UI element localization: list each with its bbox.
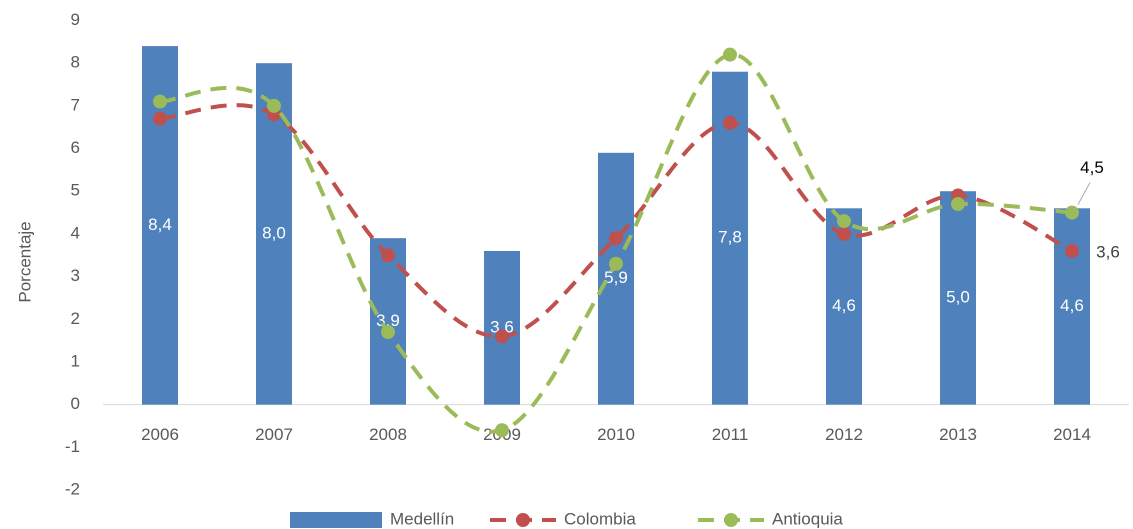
marker bbox=[495, 329, 509, 344]
bar bbox=[826, 208, 862, 405]
y-tick-label: -2 bbox=[65, 479, 80, 498]
y-tick-label: 0 bbox=[71, 394, 80, 413]
data-label: 3,6 bbox=[490, 317, 514, 336]
bar bbox=[484, 250, 520, 405]
marker bbox=[495, 423, 509, 438]
x-tick-label: 2008 bbox=[369, 425, 407, 444]
x-tick-label: 2010 bbox=[597, 425, 635, 444]
y-tick-label: 1 bbox=[71, 351, 80, 370]
data-label: 4,5 bbox=[1080, 158, 1104, 177]
x-tick-label: 2012 bbox=[825, 425, 863, 444]
y-tick-label: 2 bbox=[71, 309, 80, 328]
marker bbox=[381, 325, 395, 340]
line bbox=[159, 103, 1073, 339]
legend-label: Medellín bbox=[390, 509, 454, 528]
legend-label: Antioquia bbox=[772, 509, 843, 528]
data-label: 8,4 bbox=[148, 215, 172, 234]
marker bbox=[267, 98, 281, 113]
marker bbox=[609, 256, 623, 271]
y-tick-label: 3 bbox=[71, 266, 80, 285]
x-tick-label: 2011 bbox=[712, 425, 749, 444]
leader-line bbox=[1077, 182, 1091, 205]
marker bbox=[723, 47, 737, 62]
data-label: 4,6 bbox=[1060, 296, 1084, 315]
y-tick-label: 7 bbox=[71, 95, 80, 114]
bar bbox=[598, 152, 634, 405]
y-tick-label: 4 bbox=[71, 223, 80, 242]
marker bbox=[609, 231, 623, 246]
data-label: 5,0 bbox=[946, 287, 970, 306]
bar bbox=[1054, 208, 1090, 405]
bar bbox=[940, 191, 976, 405]
y-tick-label: 9 bbox=[71, 10, 80, 29]
marker bbox=[951, 197, 965, 212]
marker bbox=[153, 111, 167, 126]
y-axis-label: Porcentaje bbox=[15, 221, 34, 302]
marker bbox=[837, 226, 851, 241]
data-label: 8,0 bbox=[262, 223, 286, 242]
marker bbox=[153, 94, 167, 109]
x-tick-label: 2007 bbox=[255, 425, 293, 444]
legend-label: Colombia bbox=[564, 509, 636, 528]
y-tick-label: 5 bbox=[71, 181, 80, 200]
data-label: 7,8 bbox=[718, 228, 742, 247]
marker bbox=[381, 248, 395, 263]
data-label: 5,9 bbox=[604, 268, 628, 287]
marker bbox=[723, 115, 737, 130]
x-tick-label: 2014 bbox=[1053, 425, 1091, 444]
x-tick-label: 2013 bbox=[939, 425, 977, 444]
legend-swatch bbox=[290, 512, 382, 528]
marker bbox=[1065, 205, 1079, 220]
legend-marker bbox=[724, 513, 738, 527]
x-tick-label: 2006 bbox=[141, 425, 179, 444]
y-tick-label: 6 bbox=[71, 138, 80, 157]
y-tick-label: -1 bbox=[65, 437, 80, 456]
y-tick-label: 8 bbox=[71, 53, 80, 72]
marker bbox=[837, 214, 851, 229]
marker bbox=[1065, 243, 1079, 258]
legend-marker bbox=[516, 513, 530, 527]
data-label: 4,6 bbox=[832, 296, 856, 315]
data-label: 3,6 bbox=[1096, 242, 1120, 261]
